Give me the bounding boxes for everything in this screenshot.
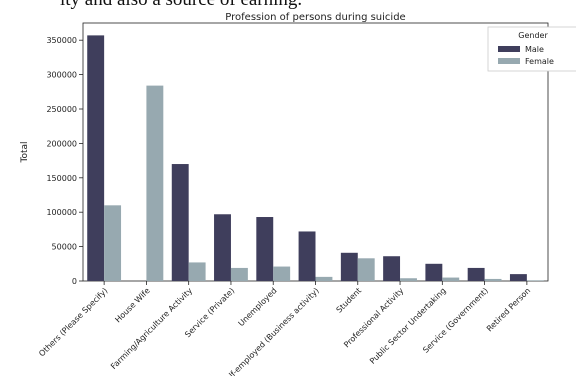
bar-male: [87, 35, 105, 281]
legend: Gender Male Female: [487, 26, 576, 72]
y-tick-label: 100000: [46, 208, 77, 217]
y-tick-label: 350000: [46, 36, 77, 45]
bar-male: [256, 217, 274, 281]
bar-female: [357, 258, 375, 281]
bar-female: [484, 278, 502, 281]
legend-swatch-male: [498, 46, 520, 52]
chart-title: Profession of persons during suicide: [225, 12, 405, 23]
bar-female: [526, 280, 544, 281]
y-tick-label: 0: [72, 277, 77, 286]
bar-male: [214, 214, 231, 281]
bar-female: [273, 266, 291, 281]
bar-female: [104, 205, 122, 281]
x-tick-label: Retired Person: [485, 286, 532, 333]
legend-title: Gender: [518, 31, 548, 40]
bar-male: [171, 164, 189, 281]
bar-female: [188, 262, 206, 281]
x-tick-label: Student: [335, 286, 364, 315]
bar-male: [509, 274, 527, 281]
bar-male: [425, 263, 443, 281]
x-tick-label: Others (Please Specify): [37, 286, 109, 358]
bar-female: [146, 85, 164, 281]
axes: 0 50000 100000 150000 200000 250000 300000 3500…: [37, 22, 549, 376]
bar-female: [442, 277, 460, 281]
bar-male: [340, 252, 358, 281]
page-top-text: ity and also a source of earning.: [0, 0, 576, 14]
bar-male: [467, 267, 485, 281]
y-tick-label: 250000: [46, 105, 77, 114]
bar-female: [400, 278, 417, 281]
page-top-text-content: ity and also a source of earning.: [60, 0, 302, 11]
bar-female: [230, 267, 248, 281]
x-tick-label: Farming/Agriculture Activity: [109, 286, 194, 371]
bar-male: [383, 256, 401, 281]
bar-male: [298, 231, 316, 281]
x-tick-label: Public Sector Undertaking: [368, 286, 448, 366]
y-tick-label: 50000: [52, 243, 77, 252]
bar-female: [315, 276, 333, 281]
y-tick-label: 200000: [46, 139, 77, 148]
legend-label-female: Female: [525, 57, 554, 66]
legend-swatch-female: [498, 58, 520, 64]
y-tick-label: 300000: [46, 71, 77, 80]
y-tick-label: 150000: [46, 174, 77, 183]
legend-label-male: Male: [525, 45, 544, 54]
x-tick-label: Unemployed: [237, 286, 279, 328]
y-axis-label: Total: [20, 141, 30, 163]
bars: [87, 35, 544, 281]
x-tick-label: House Wife: [113, 286, 151, 324]
